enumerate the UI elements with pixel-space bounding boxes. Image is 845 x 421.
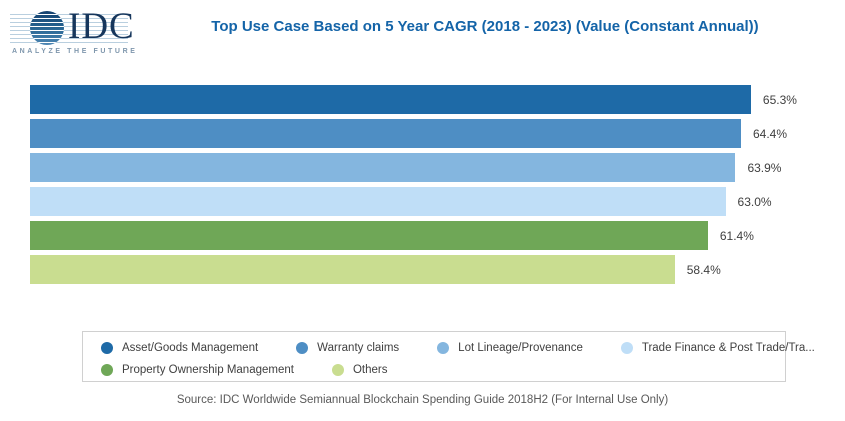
logo-wordmark: IDC xyxy=(68,6,135,47)
logo-tagline: ANALYZE THE FUTURE xyxy=(12,48,138,55)
bar-segment-3[interactable] xyxy=(30,187,726,216)
legend-item-label: Lot Lineage/Provenance xyxy=(458,342,583,354)
bar-segment-5[interactable] xyxy=(30,255,675,284)
legend-item-label: Property Ownership Management xyxy=(122,364,294,376)
bar-segment-1[interactable] xyxy=(30,119,741,148)
bar-row: 64.4% xyxy=(30,119,845,148)
logo-stripes-decoration xyxy=(10,14,128,45)
plot-area: 65.3% 64.4% 63.9% 63.0% 61.4% 58.4% xyxy=(30,85,845,289)
bar-value-label: 61.4% xyxy=(719,228,754,243)
bar-segment-0[interactable] xyxy=(30,85,751,114)
bar-value-label: 63.0% xyxy=(737,194,772,209)
bar-row: 58.4% xyxy=(30,255,845,284)
legend-row-2: Property Ownership Management Others xyxy=(101,360,767,380)
legend-item-label: Trade Finance & Post Trade/Tra... xyxy=(641,342,815,354)
bar-value-label: 63.9% xyxy=(747,160,782,175)
legend-color-dot xyxy=(101,342,113,354)
legend-item-label: Asset/Goods Management xyxy=(122,342,259,354)
legend-item-1[interactable]: Warranty claims xyxy=(296,342,399,354)
chart-title: Top Use Case Based on 5 Year CAGR (2018 … xyxy=(211,18,759,35)
legend-item-5[interactable]: Others xyxy=(331,364,388,376)
legend-color-dot xyxy=(620,342,633,354)
legend: Asset/Goods Management Warranty claims L… xyxy=(82,331,815,382)
idc-logo: IDC ANALYZE THE FUTURE xyxy=(10,6,140,56)
legend-row-1: Asset/Goods Management Warranty claims L… xyxy=(101,338,815,358)
globe-icon xyxy=(30,11,64,45)
legend-item-label: Warranty claims xyxy=(317,342,400,354)
bar-row: 61.4% xyxy=(30,221,845,250)
legend-item-3[interactable]: Trade Finance & Post Trade/Tra... xyxy=(620,342,815,354)
bar-segment-4[interactable] xyxy=(30,221,708,250)
legend-item-0[interactable]: Asset/Goods Management xyxy=(101,342,258,354)
bar-value-label: 64.4% xyxy=(752,126,787,141)
bar-value-label: 65.3% xyxy=(762,92,797,107)
bar-row: 65.3% xyxy=(30,85,845,114)
legend-item-2[interactable]: Lot Lineage/Provenance xyxy=(437,342,583,354)
legend-color-dot xyxy=(437,342,450,354)
bar-value-label: 58.4% xyxy=(686,262,721,277)
bar-row: 63.0% xyxy=(30,187,845,216)
bar-row: 63.9% xyxy=(30,153,845,182)
legend-color-dot xyxy=(296,342,309,354)
legend-color-dot xyxy=(101,364,113,376)
legend-item-label: Others xyxy=(352,364,388,376)
bar-segment-2[interactable] xyxy=(30,153,736,182)
source-note: Source: IDC Worldwide Semiannual Blockch… xyxy=(176,394,669,406)
legend-color-dot xyxy=(331,364,344,376)
legend-item-4[interactable]: Property Ownership Management xyxy=(101,364,294,376)
